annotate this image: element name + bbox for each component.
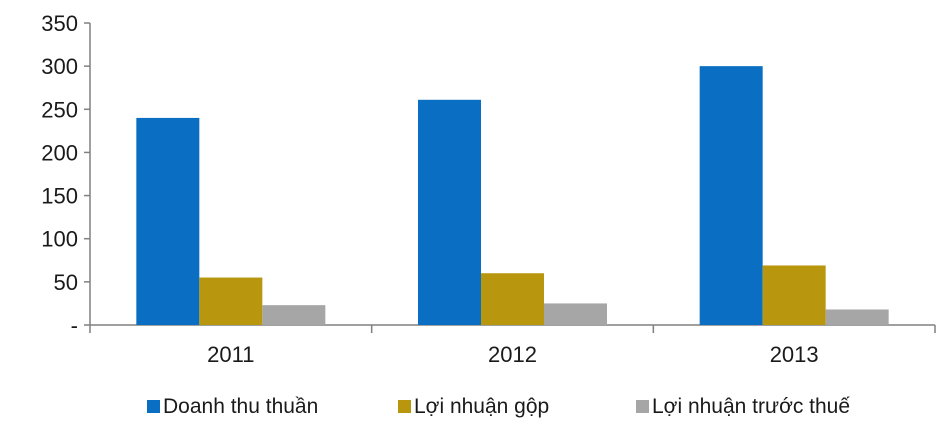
bar [262, 305, 326, 325]
y-tick-label: 300 [41, 54, 78, 79]
bar [825, 309, 889, 325]
x-tick-label: 2011 [207, 342, 254, 367]
legend-item: Lợi nhuận trước thuế [636, 395, 850, 418]
legend: Doanh thu thuần Lợi nhuận gộp Lợi nhuận tr… [147, 395, 850, 418]
legend-swatch [147, 400, 160, 413]
y-tick-label: 100 [41, 227, 78, 252]
bar [418, 99, 481, 326]
bar [544, 303, 607, 325]
bar [136, 117, 200, 326]
legend-label: Lợi nhuận trước thuế [652, 395, 850, 418]
legend-label: Lợi nhuận gộp [414, 395, 549, 418]
legend-item: Lợi nhuận gộp [398, 395, 549, 418]
bar [199, 277, 263, 325]
x-tick-label: 2013 [770, 342, 819, 367]
bar [481, 273, 544, 325]
legend-label: Doanh thu thuần [163, 395, 318, 418]
legend-swatch [398, 400, 411, 413]
y-tick-label: 200 [41, 140, 78, 165]
y-tick-label: 250 [41, 97, 78, 122]
bar [699, 66, 763, 326]
bars [136, 66, 889, 326]
y-tick-label: 50 [54, 270, 78, 295]
legend-item: Doanh thu thuần [147, 395, 318, 418]
legend-swatch [636, 400, 649, 413]
bar [762, 265, 826, 325]
y-tick-label: 350 [41, 11, 78, 36]
x-tick-label: 2012 [488, 342, 537, 367]
axes: - 50 100 150 200 250 300 350 2011 2012 2013 [41, 11, 936, 367]
y-tick-label: - [71, 313, 78, 338]
y-tick-label: 150 [41, 184, 78, 209]
